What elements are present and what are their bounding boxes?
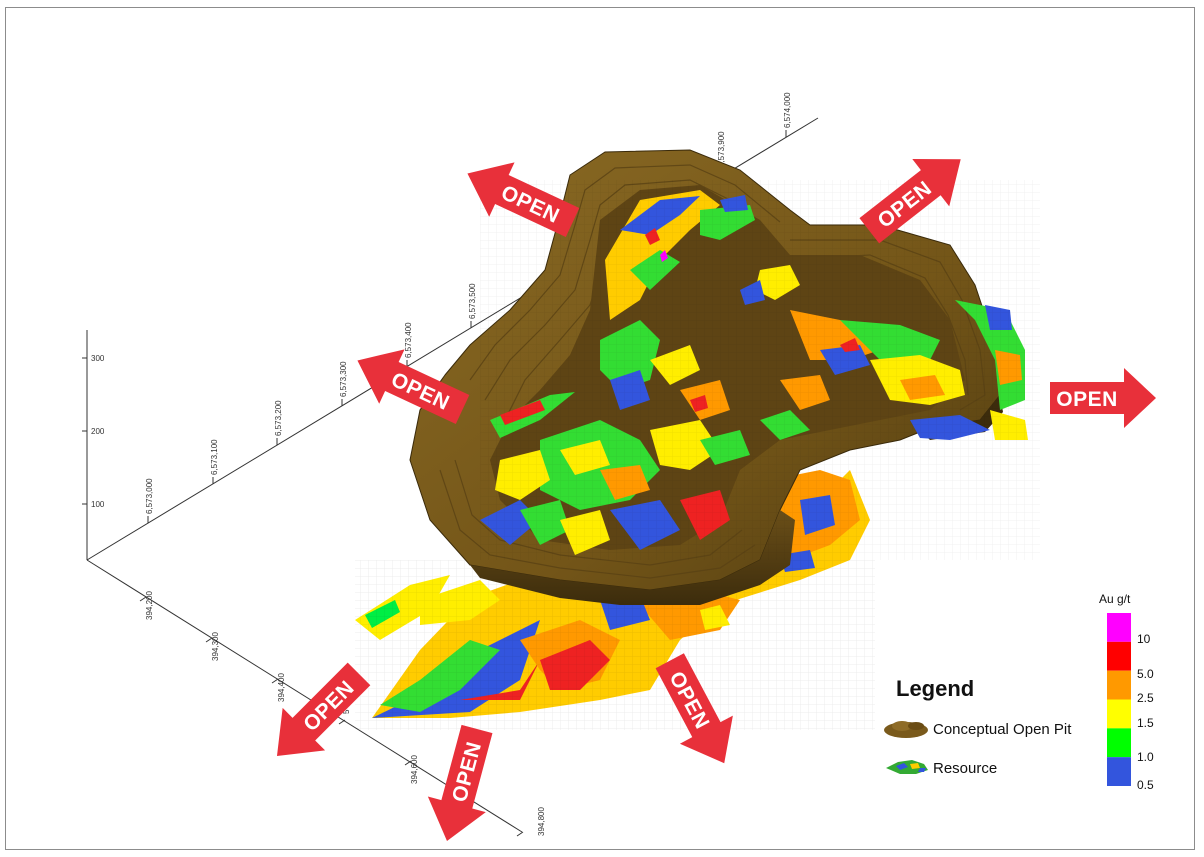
grade-scale-label: 1.5 [1137,716,1154,730]
easting-tick-label: 394,200 [145,591,154,620]
grade-swatch [1107,757,1131,786]
grade-scale-label: 0.5 [1137,778,1154,792]
northing-tick-label: 6,573,100 [210,439,219,475]
northing-tick-label: 6,573,900 [717,131,726,167]
grade-swatch [1107,670,1131,700]
grade-swatch [1107,728,1131,758]
legend-resource-label: Resource [933,760,998,777]
easting-tick-label: 394,600 [410,755,419,784]
legend-title: Legend [896,676,975,701]
grade-swatch [1107,613,1131,642]
open-arrow-east: OPEN [1050,368,1156,428]
grade-scale-title: Au g/t [1099,592,1131,606]
z-tick-label: 300 [91,354,105,363]
easting-tick-label: 394,400 [277,673,286,702]
resource-legend-icon [886,760,928,774]
northing-tick-label: 6,573,400 [404,322,413,358]
open-arrow-south: OPEN [427,724,493,842]
easting-tick-label: 5 [342,709,351,714]
easting-tick-label: 394,300 [211,632,220,661]
z-axis-ticks [82,357,87,505]
open-arrow-label: OPEN [1056,388,1118,411]
northing-tick-label: 6,573,200 [274,400,283,436]
grade-scale-label: 5.0 [1137,667,1154,681]
grade-scale-label: 1.0 [1137,750,1154,764]
easting-tick-label: 394,800 [537,807,546,836]
resource-in-pit [480,180,1040,560]
legend-pit-label: Conceptual Open Pit [933,721,1072,738]
northing-tick-label: 6,573,300 [339,361,348,397]
z-tick-label: 100 [91,500,105,509]
grade-scale-label: 10 [1137,632,1151,646]
northing-tick-label: 6,574,000 [783,92,792,128]
northing-tick-label: 6,573,500 [468,283,477,319]
easting-axis-ticks [139,596,524,837]
pit-legend-icon [884,721,928,738]
grade-scale-label: 2.5 [1137,691,1154,705]
grade-swatch [1107,699,1131,729]
grade-color-scale [1107,613,1131,786]
z-tick-label: 200 [91,427,105,436]
grade-swatch [1107,641,1131,671]
northing-tick-label: 6,573,000 [145,478,154,514]
